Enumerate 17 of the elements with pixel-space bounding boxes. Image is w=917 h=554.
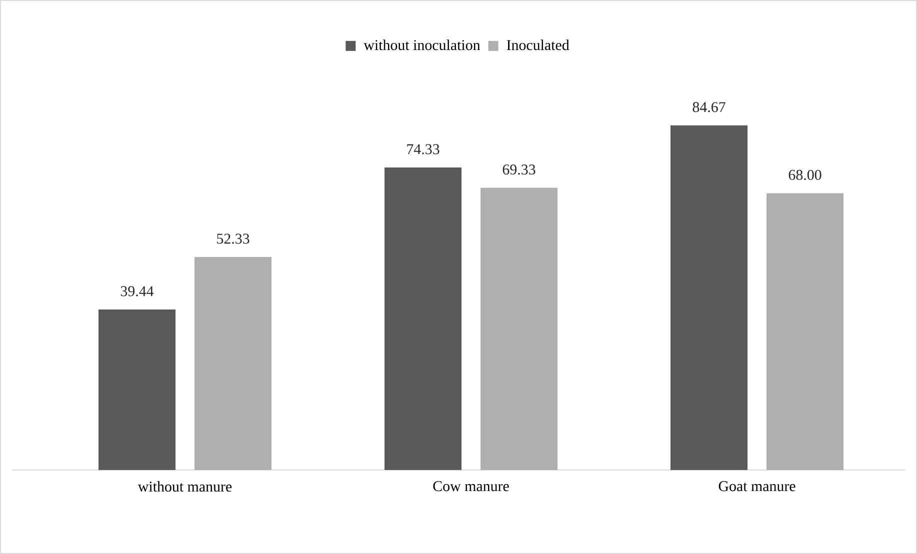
- data-label: 68.00: [788, 170, 822, 180]
- legend-label: Inoculated: [506, 40, 570, 50]
- bar: [384, 167, 462, 470]
- data-label: 52.33: [217, 234, 250, 244]
- legend-label: without inoculation: [364, 40, 480, 50]
- data-label: 84.67: [692, 102, 726, 112]
- data-label: 39.44: [120, 286, 154, 296]
- x-tick-label: without manure: [138, 481, 232, 492]
- bar: [766, 193, 844, 470]
- data-label: 69.33: [502, 164, 536, 175]
- x-tick-label: Cow manure: [433, 481, 509, 492]
- data-label: 74.33: [407, 144, 440, 154]
- bar: [670, 125, 748, 470]
- bar: [98, 309, 176, 470]
- bar: [480, 188, 558, 470]
- bar: [194, 256, 272, 470]
- x-tick-label: Goat manure: [718, 481, 796, 492]
